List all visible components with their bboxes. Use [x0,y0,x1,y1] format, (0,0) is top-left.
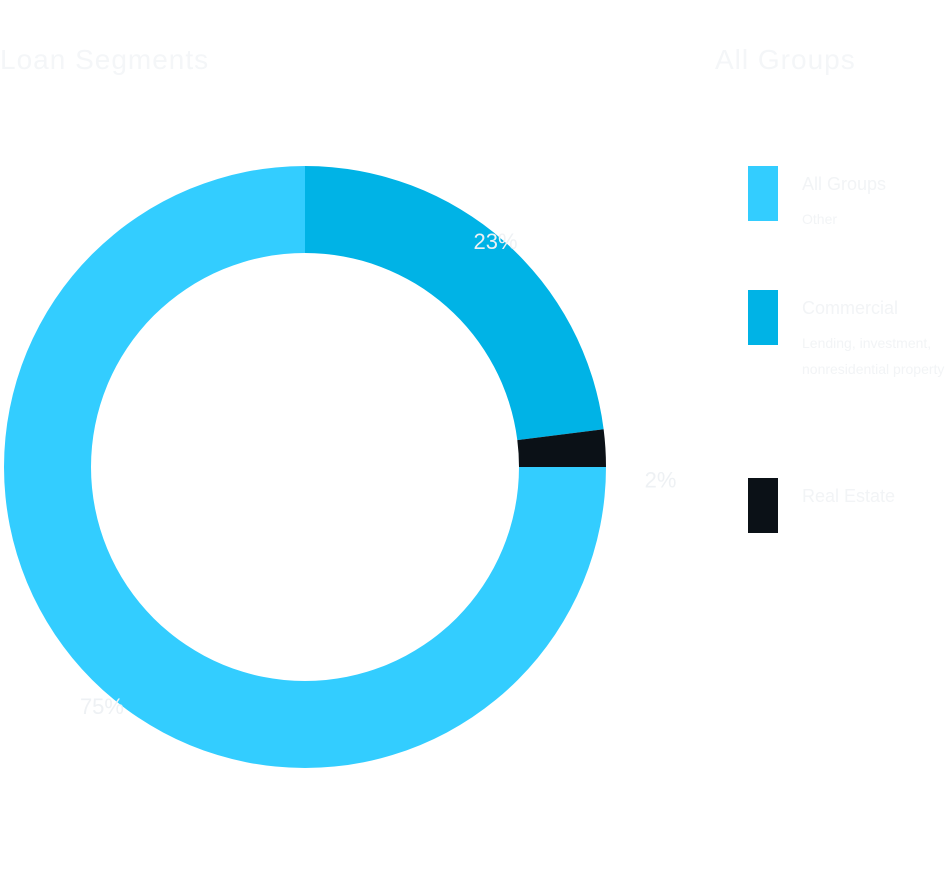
donut-value-label: 75% [80,694,124,719]
legend-item-title: Real Estate [802,486,896,506]
legend-item-description: Other [802,211,838,227]
legend-swatch-mid-blue [748,290,778,345]
legend-swatch-light-blue [748,166,778,221]
donut-slice-real-estate [517,429,606,467]
legend-item-title: All Groups [802,174,887,194]
chart-title: Loan Segments [0,44,210,75]
legend-item-description: Lending, investment, nonresidential prop… [802,335,945,377]
donut-slice-commercial [305,166,604,441]
legend-swatch-black [748,478,778,533]
donut-slices [4,166,606,768]
donut-value-label: 23% [474,229,518,254]
donut-labels: 23% 2% 75% [80,229,677,719]
donut-value-label: 2% [645,468,677,493]
legend-item-title: Commercial [802,298,899,318]
legend-title: All Groups [715,44,856,75]
